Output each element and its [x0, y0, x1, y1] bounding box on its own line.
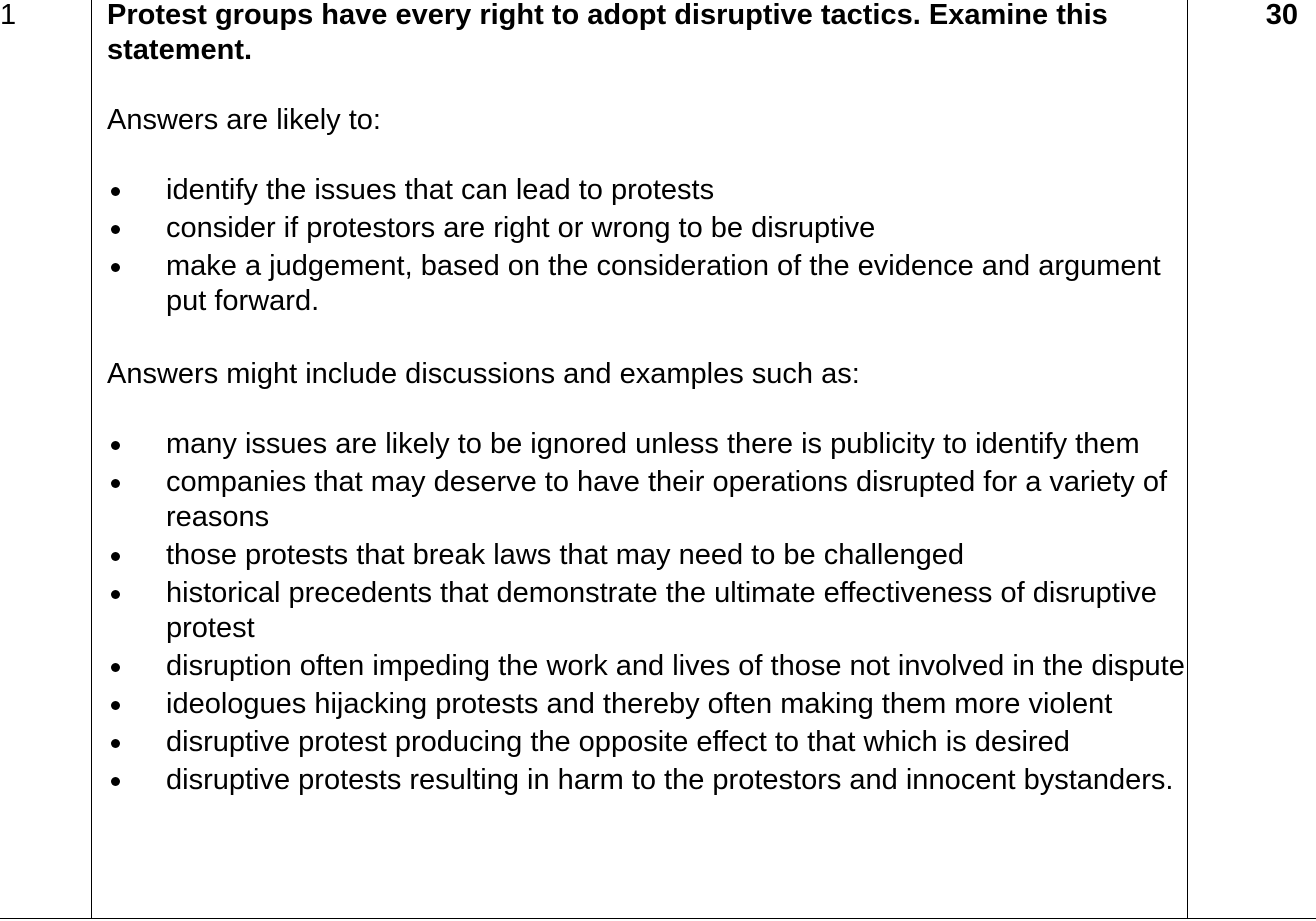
bullet-icon — [111, 479, 120, 488]
bullet-icon — [111, 663, 120, 672]
list-item-text: disruption often impeding the work and l… — [166, 650, 1185, 682]
list-item: disruptive protest producing the opposit… — [107, 725, 1187, 760]
list-item-text: consider if protestors are right or wron… — [166, 212, 876, 244]
might-intro: Answers might include discussions and ex… — [107, 358, 860, 390]
bullet-icon — [111, 777, 120, 786]
list-item: disruption often impeding the work and l… — [107, 649, 1187, 684]
bullet-icon — [111, 590, 120, 599]
bullet-icon — [111, 441, 120, 450]
list-item: make a judgement, based on the considera… — [107, 249, 1187, 319]
list-item: ideologues hijacking protests and thereb… — [107, 687, 1187, 722]
likely-list: identify the issues that can lead to pro… — [107, 173, 1187, 319]
bullet-icon — [111, 225, 120, 234]
list-item: disruptive protests resulting in harm to… — [107, 763, 1187, 798]
marks-cell: 30 — [1188, 0, 1316, 919]
list-item-text: disruptive protest producing the opposit… — [166, 726, 1070, 758]
list-item-text: many issues are likely to be ignored unl… — [166, 428, 1140, 460]
likely-intro: Answers are likely to: — [107, 104, 381, 136]
list-item-text: historical precedents that demonstrate t… — [166, 577, 1157, 644]
list-item: those protests that break laws that may … — [107, 538, 1187, 573]
question-number: 1 — [0, 0, 17, 31]
list-item-text: disruptive protests resulting in harm to… — [166, 764, 1174, 796]
bullet-icon — [111, 701, 120, 710]
question-number-cell: 1 — [0, 0, 92, 919]
list-item-text: make a judgement, based on the considera… — [166, 250, 1161, 317]
list-item: many issues are likely to be ignored unl… — [107, 427, 1187, 462]
marks-value: 30 — [1265, 0, 1298, 31]
list-item: identify the issues that can lead to pro… — [107, 173, 1187, 208]
bullet-icon — [111, 552, 120, 561]
guidance-content: Protest groups have every right to adopt… — [107, 0, 1187, 801]
question-text: Protest groups have every right to adopt… — [107, 0, 1108, 66]
table-bottom-border — [0, 918, 1316, 919]
list-item: historical precedents that demonstrate t… — [107, 576, 1187, 646]
list-item-text: ideologues hijacking protests and thereb… — [166, 688, 1113, 720]
list-item-text: those protests that break laws that may … — [166, 539, 964, 571]
list-item: consider if protestors are right or wron… — [107, 211, 1187, 246]
bullet-icon — [111, 187, 120, 196]
bullet-icon — [111, 739, 120, 748]
answer-guidance-cell: Protest groups have every right to adopt… — [92, 0, 1188, 919]
bullet-icon — [111, 263, 120, 272]
list-item-text: companies that may deserve to have their… — [166, 466, 1168, 533]
list-item: companies that may deserve to have their… — [107, 465, 1187, 535]
list-item-text: identify the issues that can lead to pro… — [166, 174, 715, 206]
might-list: many issues are likely to be ignored unl… — [107, 427, 1187, 798]
